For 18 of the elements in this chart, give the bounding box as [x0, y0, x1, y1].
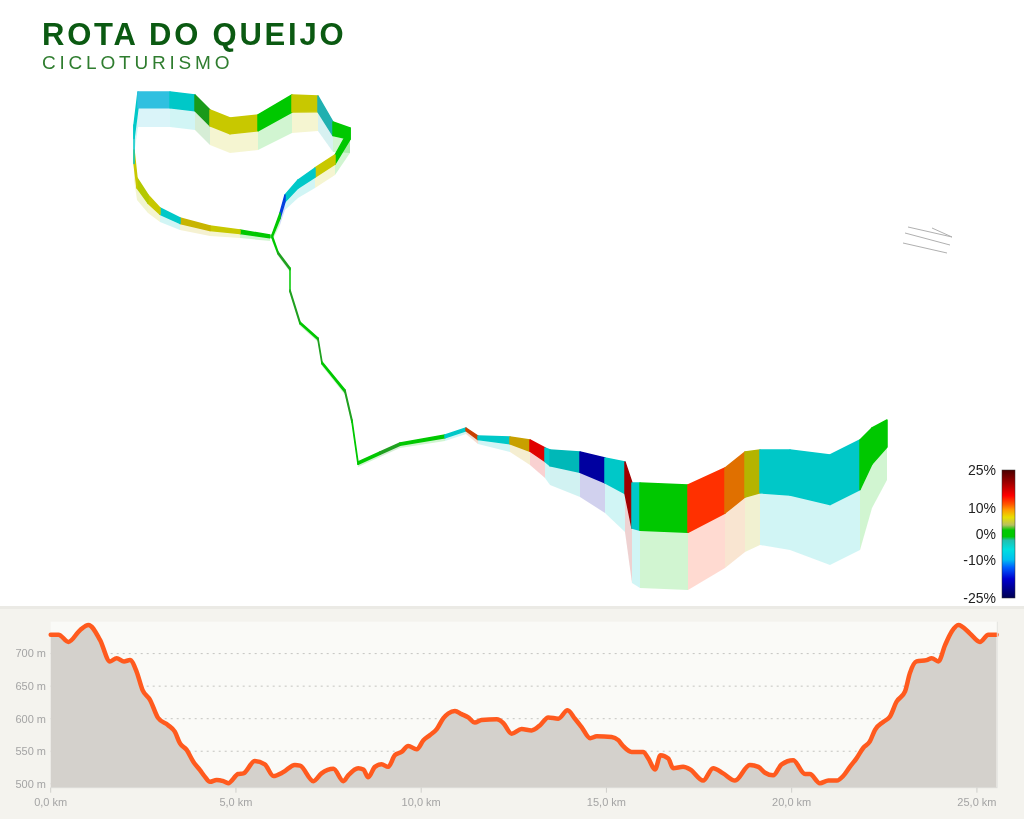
y-tick-label: 650 m [15, 680, 46, 692]
x-tick-label: 10,0 km [401, 796, 441, 808]
y-tick-label: 700 m [15, 647, 46, 660]
x-tick-label: 25,0 km [957, 796, 997, 808]
text: 0% [975, 525, 996, 542]
text: -10% [963, 552, 996, 569]
text: ROTA DO QUEIJO [42, 17, 347, 52]
text: -25% [963, 589, 996, 606]
y-tick-label: 550 m [15, 745, 46, 758]
text: 10% [967, 499, 996, 516]
y-tick-label: 600 m [15, 712, 46, 725]
x-tick-label: 5,0 km [219, 796, 253, 808]
x-tick-label: 20,0 km [772, 796, 812, 808]
x-tick-label: 15,0 km [586, 796, 626, 808]
text: CICLOTURISMO [42, 52, 234, 73]
y-tick-label: 500 m [15, 777, 46, 790]
x-tick-label: 0,0 km [34, 796, 68, 808]
text: 25% [967, 461, 996, 478]
